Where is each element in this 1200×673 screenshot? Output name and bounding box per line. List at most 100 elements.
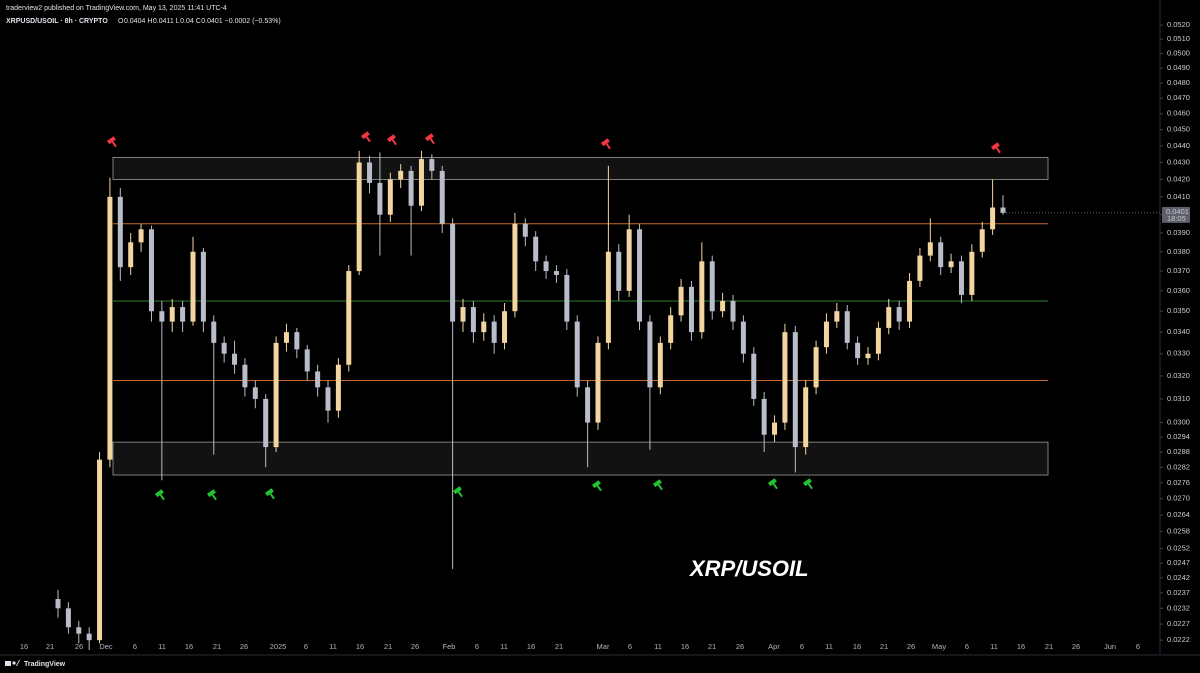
marker-handle [457, 491, 463, 498]
signal-marker [768, 478, 778, 490]
x-tick-label: 16 [20, 642, 28, 651]
x-tick-label: Apr [768, 642, 780, 651]
marker-head [155, 489, 164, 498]
x-tick-label: 21 [213, 642, 221, 651]
y-tick-label: 0.0420 [1167, 174, 1190, 183]
x-tick-label: 11 [654, 642, 662, 651]
candle-body [387, 179, 393, 215]
y-tick-label: 0.0288 [1167, 447, 1190, 456]
candle-body [875, 327, 881, 354]
candle-body [605, 251, 611, 343]
candle-body [65, 608, 71, 628]
candle-body [180, 307, 186, 322]
candle-body [886, 307, 892, 328]
marker-handle [111, 141, 117, 148]
candle-body [335, 364, 341, 411]
candle-body [429, 159, 435, 171]
y-tick-label: 0.0270 [1167, 494, 1190, 503]
x-tick-label: May [932, 642, 946, 651]
y-tick-label: 0.0460 [1167, 109, 1190, 118]
legend-value: 0.0411 [153, 18, 174, 25]
x-tick-label: 11 [500, 642, 508, 651]
publisher-line: traderview2 published on TradingView.com… [6, 5, 227, 12]
last-price-label: 0.0401 [1166, 207, 1189, 216]
marker-head [768, 478, 777, 487]
marker-head [653, 479, 662, 488]
candle-body [730, 300, 736, 322]
marker-handle [995, 147, 1001, 154]
candle-body [377, 182, 383, 215]
marker-handle [657, 484, 663, 491]
candle-body [979, 229, 985, 252]
signal-marker [803, 478, 813, 490]
x-tick-label: Dec [99, 642, 113, 651]
ohlc-legend: O0.0404 H0.0411 L0.04 C0.0401 −0.0002 (−… [118, 18, 281, 25]
candle-body [408, 170, 414, 206]
candle-body [709, 261, 715, 312]
candle-body [512, 223, 518, 312]
candle-body [283, 332, 289, 343]
legend-value: 0.0404 [124, 18, 146, 25]
signal-marker [207, 489, 217, 501]
candle-body [232, 353, 238, 365]
x-tick-label: 26 [736, 642, 744, 651]
marker-head [601, 138, 610, 147]
candle-body [252, 387, 258, 399]
candle-body [907, 280, 913, 322]
y-tick-label: 0.0380 [1167, 247, 1190, 256]
x-tick-label: Jun [1104, 642, 1116, 651]
x-tick-label: 21 [555, 642, 563, 651]
y-tick-label: 0.0247 [1167, 558, 1190, 567]
signal-marker [592, 480, 602, 492]
candle-body [595, 342, 601, 423]
x-tick-label: 11 [329, 642, 337, 651]
legend-key: H [147, 18, 152, 25]
candle-body [76, 627, 82, 634]
footer-logo [5, 660, 20, 666]
marker-head [265, 488, 274, 497]
candle-body [865, 353, 871, 359]
y-tick-label: 0.0370 [1167, 266, 1190, 275]
x-tick-label: 26 [907, 642, 915, 651]
y-tick-label: 0.0440 [1167, 141, 1190, 150]
candle-body [834, 311, 840, 322]
candle-body [346, 271, 352, 365]
x-tick-label: Feb [443, 642, 456, 651]
candle-body [855, 342, 861, 359]
zone [112, 441, 1049, 476]
candle-body [117, 196, 123, 268]
marker-handle [211, 494, 217, 501]
candle-body [990, 207, 996, 230]
candle-body [304, 349, 310, 372]
candle-body [772, 422, 778, 435]
logo-part [12, 661, 16, 665]
candle-body [450, 223, 456, 322]
y-tick-label: 0.0320 [1167, 371, 1190, 380]
x-tick-label: 26 [1072, 642, 1080, 651]
annotation: XRP/USOIL [688, 556, 809, 581]
x-tick-label: 6 [1136, 642, 1140, 651]
y-tick-label: 0.0232 [1167, 603, 1190, 612]
candle-body [107, 196, 113, 460]
signal-marker [991, 142, 1001, 154]
candle-body [616, 251, 622, 291]
x-tick-label: 16 [681, 642, 689, 651]
signal-marker [425, 133, 435, 145]
symbol: XRPUSD/USOIL · 8h · CRYPTO [6, 18, 108, 25]
logo-part [16, 660, 20, 666]
y-tick-label: 0.0520 [1167, 20, 1190, 29]
x-tick-label: 6 [965, 642, 969, 651]
candle-body [678, 286, 684, 316]
x-tick-label: 16 [853, 642, 861, 651]
y-tick-label: 0.0340 [1167, 327, 1190, 336]
marker-head [207, 489, 216, 498]
candle-body [958, 261, 964, 295]
y-tick-label: 0.0310 [1167, 394, 1190, 403]
marker-handle [596, 485, 602, 492]
candle-body [86, 633, 92, 641]
marker-handle [772, 483, 778, 490]
candle-body [782, 332, 788, 423]
candle-body [418, 159, 424, 206]
x-tick-label: 21 [384, 642, 392, 651]
